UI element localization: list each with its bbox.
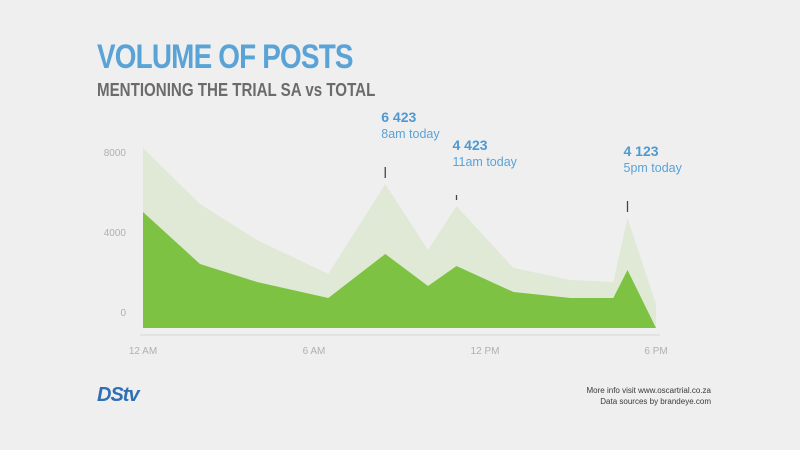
total-area	[143, 148, 656, 328]
y-tick-label: 0	[120, 308, 126, 319]
footer-data-source: Data sources by brandeye.com	[600, 397, 711, 406]
footer-more-info: More info visit www.oscartrial.co.za	[586, 386, 711, 395]
chart-subtitle: MENTIONING THE TRIAL SA vs TOTAL	[97, 80, 376, 100]
annotation-value: 4 123	[624, 143, 659, 159]
chart-title: VOLUME OF POSTS	[97, 38, 354, 76]
y-tick-label: 4000	[104, 228, 127, 239]
x-tick-label: 12 AM	[129, 346, 157, 357]
footer-credits: More info visit www.oscartrial.co.za Dat…	[587, 385, 711, 407]
y-tick-label: 8000	[104, 148, 127, 159]
dstv-logo: DStv	[97, 384, 140, 406]
annotation-value: 4 423	[453, 137, 488, 153]
sa-area	[143, 212, 656, 328]
x-tick-label: 6 PM	[644, 346, 667, 357]
annotation-label: 5pm today	[624, 161, 683, 175]
annotation-label: 11am today	[453, 155, 518, 169]
x-tick-label: 12 PM	[471, 346, 500, 357]
annotation-label: 8am today	[381, 127, 440, 141]
annotation-value: 6 423	[381, 109, 416, 125]
x-tick-label: 6 AM	[303, 346, 326, 357]
